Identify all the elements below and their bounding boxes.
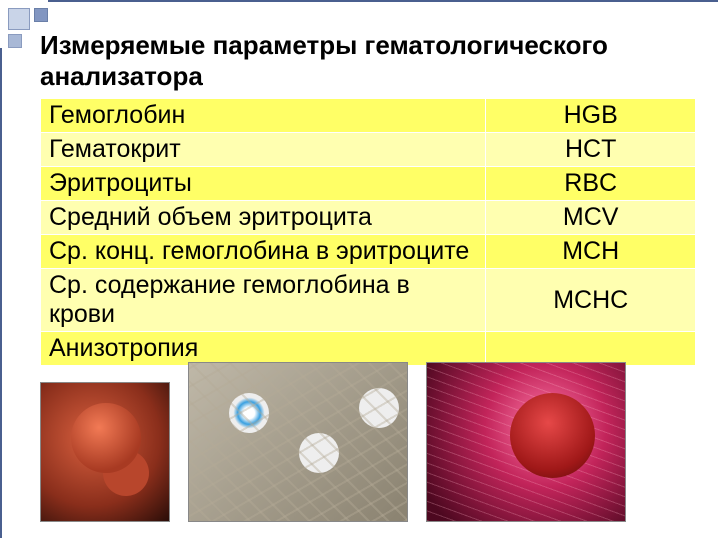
abbr-cell [486, 332, 696, 366]
slide-title: Измеряемые параметры гематологического а… [40, 30, 696, 92]
param-cell: Гемоглобин [41, 99, 486, 133]
param-cell: Ср. конц. гемоглобина в эритроците [41, 235, 486, 269]
param-cell: Ср. содержание гемоглобина в крови [41, 269, 486, 332]
left-border-line [0, 48, 2, 538]
param-cell: Гематокрит [41, 133, 486, 167]
table-row: ГематокритHCT [41, 133, 696, 167]
param-cell: Средний объем эритроцита [41, 201, 486, 235]
param-cell: Анизотропия [41, 332, 486, 366]
abbr-cell: MCH [486, 235, 696, 269]
table-row: Ср. конц. гемоглобина в эритроцитеMCH [41, 235, 696, 269]
table-row: Ср. содержание гемоглобина в кровиMCHC [41, 269, 696, 332]
abbr-cell: MCHC [486, 269, 696, 332]
parameters-table: ГемоглобинHGB ГематокритHCT ЭритроцитыRB… [40, 98, 696, 366]
abbr-cell: RBC [486, 167, 696, 201]
blood-cells-image-2 [188, 362, 408, 522]
param-cell: Эритроциты [41, 167, 486, 201]
blood-cells-image-1 [40, 382, 170, 522]
table-row: ГемоглобинHGB [41, 99, 696, 133]
abbr-cell: MCV [486, 201, 696, 235]
abbr-cell: HCT [486, 133, 696, 167]
table-row: ЭритроцитыRBC [41, 167, 696, 201]
blood-cells-image-3 [426, 362, 626, 522]
abbr-cell: HGB [486, 99, 696, 133]
table-row: Средний объем эритроцитаMCV [41, 201, 696, 235]
image-row [40, 362, 626, 522]
table-row: Анизотропия [41, 332, 696, 366]
top-border-line [48, 0, 718, 2]
